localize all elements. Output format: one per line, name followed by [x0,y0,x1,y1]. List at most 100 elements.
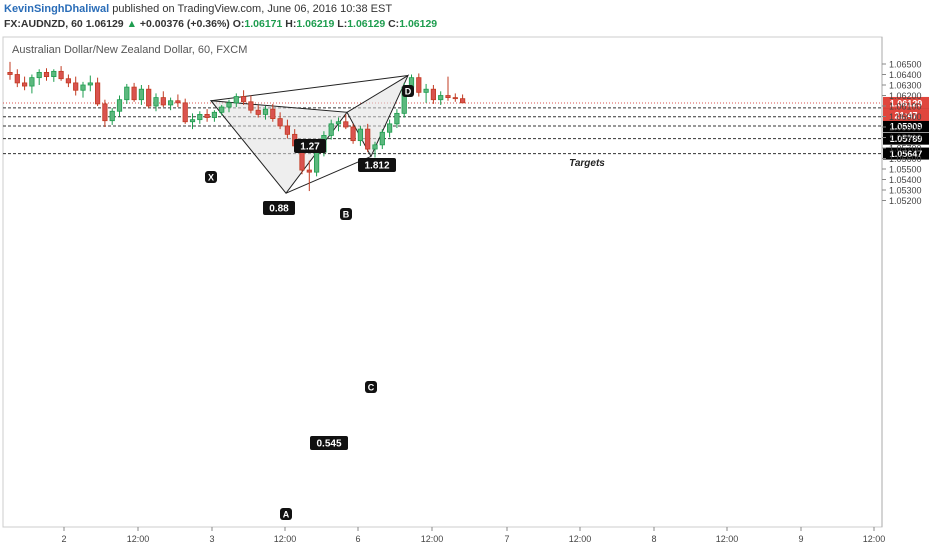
low-value: 1.06129 [347,18,386,30]
candle-body [21,82,28,87]
change-value: +0.00376 (+0.36%) [139,18,230,30]
candle-body [262,108,269,115]
pattern-point-badge [365,381,377,393]
chart-svg[interactable]: 1.060821.059981.059091.057891.056471.061… [0,34,932,550]
ratio-label: 0.545 [316,439,341,450]
pattern-labels: X A B C D 1.27 0.88 1.812 0.545 [205,85,414,520]
candle-body [328,123,334,136]
candle-body [197,114,203,121]
level-badge-label: 1.05647 [890,149,923,159]
open-value: 1.06171 [244,18,283,30]
candle-body [430,88,437,101]
symbol-label: FX:AUDNZD, 60 [4,18,83,30]
candle-body [445,95,451,98]
candle-body [87,82,93,86]
chart-area[interactable]: 1.060821.059981.059091.057891.056471.061… [0,34,932,550]
candle-body [350,126,356,142]
candle-body [357,128,364,142]
countdown-badge [883,108,929,121]
high-label: H: [285,18,297,30]
candle-body [124,86,130,101]
level-badge [883,147,929,160]
candle-body [226,102,232,108]
candle-body [73,82,79,91]
price-tick-label: 1.05900 [889,123,922,133]
candle-body [102,103,108,122]
price-tick-label: 1.06500 [889,60,922,70]
candle-body [284,125,291,135]
author-link[interactable]: KevinSinghDhaliwal [4,3,110,15]
pattern-point-badge [340,208,352,220]
pattern-point-label: A [283,510,290,520]
ratio-label: 0.88 [269,204,289,215]
price-tick-label: 1.06400 [889,70,922,80]
level-badge [883,132,929,145]
candle-body [65,78,71,84]
plot-frame [2,36,883,528]
candle-body [153,97,159,107]
last-price-badge [883,96,929,109]
candle-body [452,97,458,100]
close-value: 1.06129 [399,18,438,30]
candle-body [36,72,42,79]
time-tick-label: 12:00 [716,534,739,544]
candle-body [109,110,115,122]
price-tick-label: 1.06200 [889,91,922,101]
time-tick-label: 6 [355,534,360,544]
ratio-label: 1.27 [300,142,320,153]
level-badge-label: 1.05789 [890,134,923,144]
pattern-line-ac [285,155,372,194]
candle-body [343,121,349,128]
candle-body [58,70,64,80]
candle-body [175,100,181,104]
chart-header: KevinSinghDhaliwal published on TradingV… [0,0,932,34]
time-tick-label: 12:00 [127,534,150,544]
candle-body [189,119,196,123]
candle-body [248,101,254,111]
time-axis[interactable]: 2 12:00 3 12:00 6 12:00 7 12:00 8 12:00 9 12:00 [61,527,885,544]
candle-body [131,86,137,101]
time-tick-label: 12:00 [863,534,886,544]
price-axis[interactable]: 1.065001.064001.063001.062001.061001.060… [882,60,922,207]
price-tick-label: 1.05300 [889,186,922,196]
time-tick-label: 12:00 [569,534,592,544]
candle-body [394,112,400,125]
pattern-point-badge [205,171,217,183]
candle-body [423,88,429,93]
price-tick-label: 1.05600 [889,154,922,164]
candle-body [438,95,444,101]
pattern-point-label: C [368,383,375,393]
price-tick-label: 1.05500 [889,165,922,175]
last-price-label: 1.06129 [890,98,923,108]
candle-body [416,77,422,93]
candle-body [80,84,86,91]
candle-body [138,88,144,101]
ratio-badge [294,139,326,153]
price-tick-label: 1.06300 [889,81,922,91]
level-badge [883,120,929,133]
price-tick-label: 1.05400 [889,175,922,185]
price-tick-label: 1.06100 [889,102,922,112]
candle-body [51,70,57,77]
high-value: 1.06219 [296,18,335,30]
candle-body [379,131,385,146]
time-tick-label: 9 [798,534,803,544]
countdown-label: 21:47 [894,110,917,120]
ratio-badge [358,158,396,172]
candle-body [335,121,342,125]
published-text: published on TradingView.com, June 06, 2… [112,3,393,15]
candle-body [116,99,123,112]
candle-body [459,98,466,104]
candle-body [211,111,217,118]
open-label: O: [232,18,245,30]
candle-body [270,108,276,120]
chart-title: Australian Dollar/New Zealand Dollar, 60… [12,44,247,56]
last-price: 1.06129 [85,18,124,30]
level-lines: 1.060821.059981.059091.057891.056471.061… [3,96,929,160]
candle-body [372,144,378,150]
time-tick-label: 12:00 [274,534,297,544]
targets-annotation: Targets [569,158,605,169]
candle-body [43,72,50,78]
price-tick-label: 1.05200 [889,196,922,206]
ratio-badge [310,436,348,450]
